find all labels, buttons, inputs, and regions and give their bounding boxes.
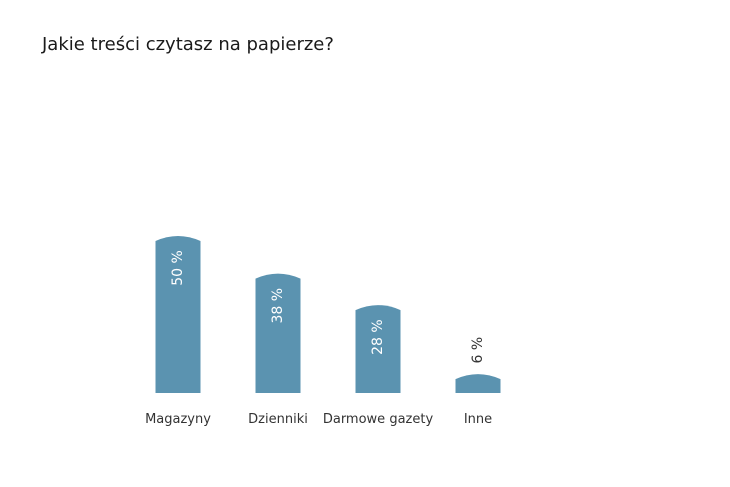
category-label: Dzienniki [248,412,308,427]
bar-value-label: 6 % [470,337,486,364]
chart-title: Jakie treści czytasz na papierze? [42,34,334,55]
bar-dzienniki [255,273,301,393]
bar-darmowe-gazety [355,305,401,393]
bar-value-label: 50 % [170,250,186,286]
category-label: Magazyny [145,412,211,427]
bar-value-label: 28 % [370,319,386,355]
bar-value-label: 38 % [270,288,286,324]
bar-inne [455,374,501,393]
bar-magazyny [155,236,201,393]
category-label: Inne [464,412,492,427]
category-label: Darmowe gazety [323,412,434,427]
